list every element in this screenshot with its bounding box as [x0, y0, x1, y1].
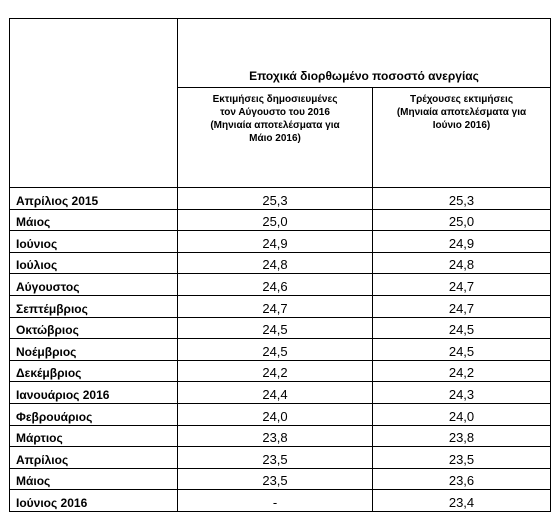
published-header-line: (Μηνιαία αποτελέσματα για: [210, 120, 340, 131]
published-header-line: Εκτιμήσεις δημοσιευμένες: [212, 94, 338, 105]
current-value-cell: 24,5: [372, 316, 551, 340]
table-row: Απρίλιος 23,5 23,5: [9, 446, 551, 469]
table-body: Απρίλιος 2015 25,3 25,3 Μάιος 25,0 25,0 Ιούνιο…: [9, 187, 551, 512]
table-row: Σεπτέμβριος 24,7 24,7: [9, 294, 551, 318]
month-cell: Μάιος: [9, 208, 178, 232]
published-value-cell: 24,2: [177, 359, 373, 383]
current-value-cell: 23,5: [372, 446, 551, 469]
published-value-cell: 24,5: [177, 316, 373, 340]
published-value-cell: 23,5: [177, 446, 373, 469]
published-value-cell: 23,5: [177, 467, 373, 491]
table-row: Μάρτιος 23,8 23,8: [9, 424, 551, 448]
month-cell: Απρίλιος: [9, 446, 178, 469]
current-value-cell: 24,7: [372, 294, 551, 318]
month-cell: Μάρτιος: [9, 424, 178, 448]
month-cell: Αύγουστος: [9, 273, 178, 296]
published-value-cell: 25,0: [177, 208, 373, 232]
published-value-cell: 24,7: [177, 294, 373, 318]
current-value-cell: 24,0: [372, 402, 551, 426]
current-header-line: (Μηνιαία αποτελέσματα για: [396, 107, 527, 118]
current-value-cell: 25,0: [372, 208, 551, 232]
current-value-cell: 23,6: [372, 467, 551, 491]
published-header-line: τον Αύγουστο του 2016: [220, 107, 330, 118]
current-header-line: Τρέχουσες εκτιμήσεις: [409, 94, 514, 105]
group-title: Εποχικά διορθωμένο ποσοστό ανεργίας: [177, 18, 551, 88]
current-value-cell: 24,7: [372, 273, 551, 296]
current-value-cell: 24,8: [372, 251, 551, 275]
table-row: Αύγουστος 24,6 24,7: [9, 273, 551, 296]
table-row: Φεβρουάριος 24,0 24,0: [9, 402, 551, 426]
month-cell: Νοέμβριος: [9, 338, 178, 361]
table-row: Μάιος 25,0 25,0: [9, 208, 551, 232]
published-estimates-header: Εκτιμήσεις δημοσιευμένες τον Αύγουστο το…: [177, 87, 373, 188]
table-row: Οκτώβριος 24,5 24,5: [9, 316, 551, 340]
table-row: Μάιος 23,5 23,6: [9, 467, 551, 491]
current-header-line: Ιούνιο 2016): [432, 120, 491, 131]
published-header-line: Μάιο 2016): [249, 133, 301, 144]
published-value-cell: 24,0: [177, 402, 373, 426]
month-cell: Ιούνιος: [9, 230, 178, 253]
month-cell: Δεκέμβριος: [9, 359, 178, 383]
month-cell: Ιούλιος: [9, 251, 178, 275]
header-row-sub: Εκτιμήσεις δημοσιευμένες τον Αύγουστο το…: [9, 87, 551, 188]
table-row: Νοέμβριος 24,5 24,5: [9, 338, 551, 361]
table-row: Ιούνιος 24,9 24,9: [9, 230, 551, 253]
unemployment-table: Εποχικά διορθωμένο ποσοστό ανεργίας Εκτι…: [9, 18, 551, 512]
current-value-cell: 25,3: [372, 187, 551, 210]
published-value-cell: 24,5: [177, 338, 373, 361]
published-value-cell: 24,9: [177, 230, 373, 253]
corner-cell: [9, 18, 178, 88]
header-row-top: Εποχικά διορθωμένο ποσοστό ανεργίας: [9, 18, 551, 88]
corner-cell-lower: [9, 87, 178, 188]
current-value-cell: 24,3: [372, 381, 551, 404]
table-row: Απρίλιος 2015 25,3 25,3: [9, 187, 551, 210]
current-value-cell: 24,2: [372, 359, 551, 383]
published-value-cell: 24,8: [177, 251, 373, 275]
month-cell: Ιανουάριος 2016: [9, 381, 178, 404]
published-value-cell: 25,3: [177, 187, 373, 210]
published-value-cell: 23,8: [177, 424, 373, 448]
table-row: Ιούλιος 24,8 24,8: [9, 251, 551, 275]
published-value-cell: 24,6: [177, 273, 373, 296]
month-cell: Φεβρουάριος: [9, 402, 178, 426]
current-value-cell: 24,5: [372, 338, 551, 361]
published-value-cell: 24,4: [177, 381, 373, 404]
current-value-cell: 24,9: [372, 230, 551, 253]
month-cell: Σεπτέμβριος: [9, 294, 178, 318]
month-cell: Απρίλιος 2015: [9, 187, 178, 210]
current-value-cell: 23,8: [372, 424, 551, 448]
table-row: Ιανουάριος 2016 24,4 24,3: [9, 381, 551, 404]
month-cell: Οκτώβριος: [9, 316, 178, 340]
current-estimates-header: Τρέχουσες εκτιμήσεις (Μηνιαία αποτελέσμα…: [372, 87, 551, 188]
table-row: Δεκέμβριος 24,2 24,2: [9, 359, 551, 383]
month-cell: Μάιος: [9, 467, 178, 491]
